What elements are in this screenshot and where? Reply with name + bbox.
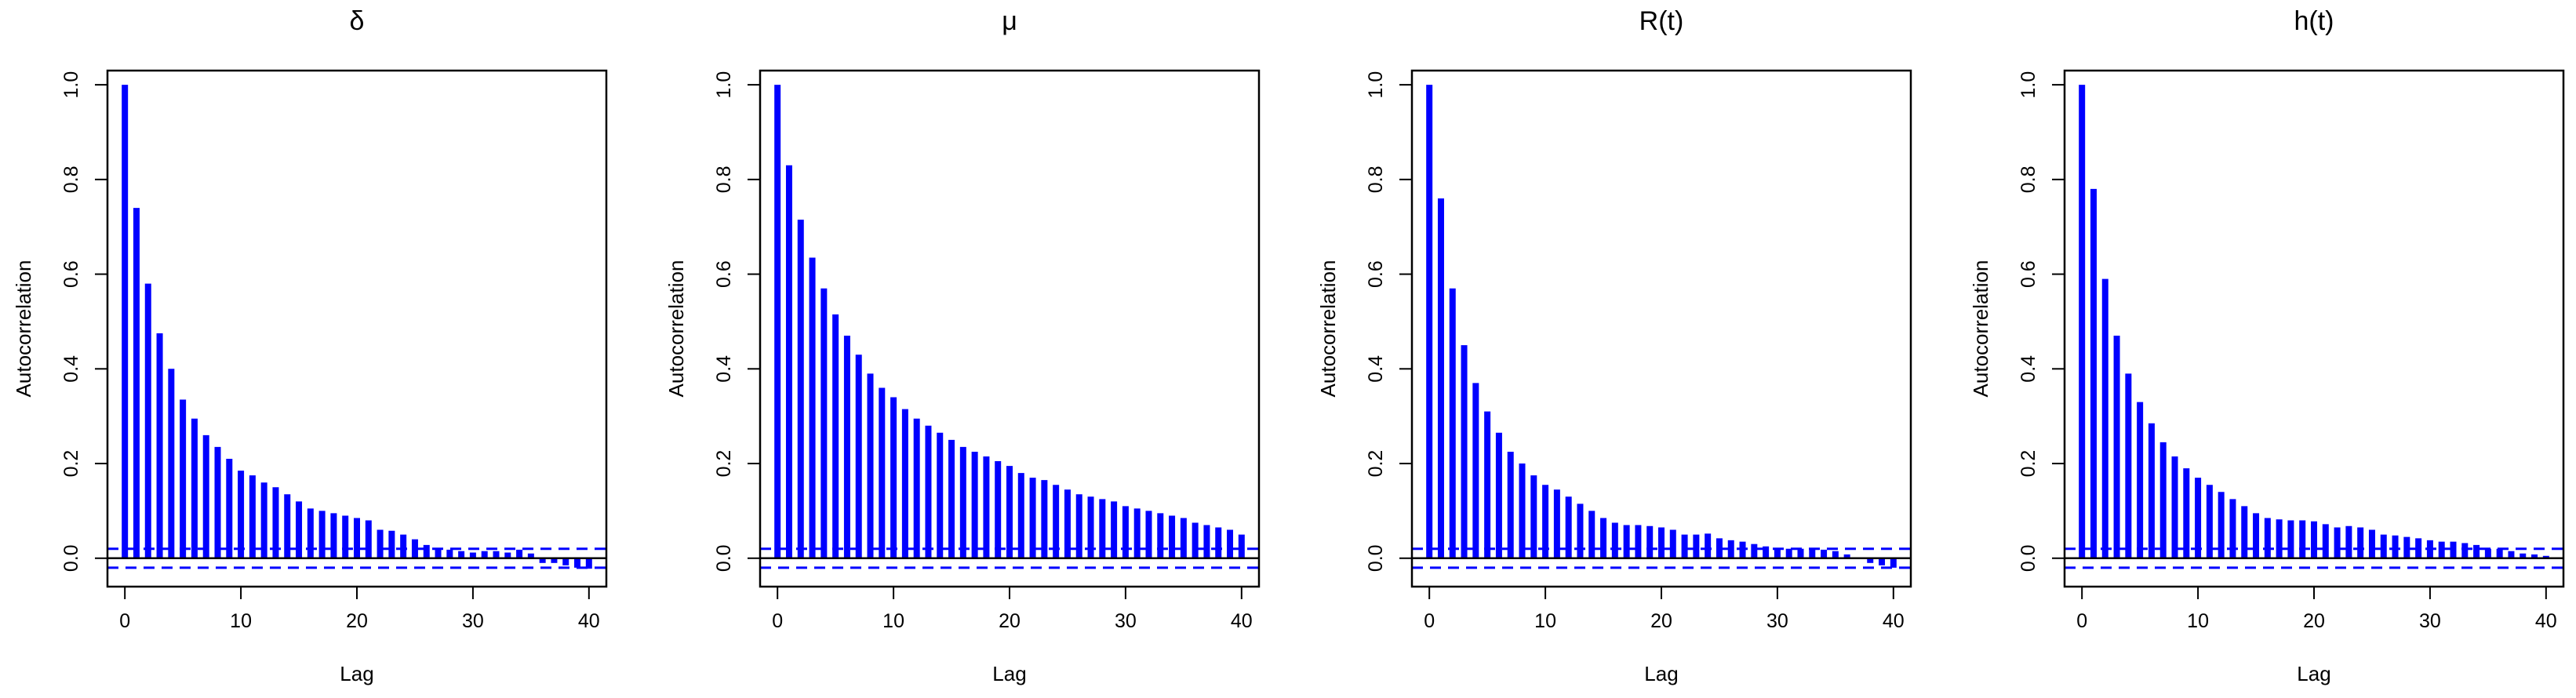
panel-title: δ (350, 6, 365, 36)
y-tick-label: 0.4 (2018, 355, 2039, 383)
x-axis-label: Lag (992, 662, 1026, 685)
y-tick-label: 0.6 (60, 260, 82, 288)
x-tick-label: 10 (230, 610, 252, 632)
acf-panel-mu: μ Lag Autocorrelation 0 10 20 30 40 0.0 0.2 0.4 0.6… (664, 6, 1261, 685)
x-tick-label: 20 (346, 610, 368, 632)
x-tick-label: 20 (999, 610, 1021, 632)
x-tick-label: 40 (1231, 610, 1253, 632)
y-tick-label: 0.6 (1365, 260, 1387, 288)
x-tick-label: 10 (882, 610, 904, 632)
y-tick-label: 0.8 (1365, 165, 1387, 193)
acf-panel-delta: δ Lag Autocorrelation 0 10 20 30 40 0.0 0.2 0.4 0.6… (12, 6, 608, 685)
x-tick-label: 10 (2187, 610, 2209, 632)
y-tick-label: 0.2 (60, 450, 82, 478)
x-tick-label: 0 (2076, 610, 2087, 632)
panel-title: R(t) (1639, 6, 1684, 36)
y-tick-label: 1.0 (2018, 71, 2039, 99)
x-tick-label: 30 (2419, 610, 2441, 632)
x-tick-label: 0 (1424, 610, 1435, 632)
acf-panel-h: h(t) Lag Autocorrelation 0 10 20 30 40 0.0 0.2 0.4… (1969, 6, 2565, 685)
x-tick-label: 30 (1115, 610, 1137, 632)
x-axis-label: Lag (2297, 662, 2330, 685)
x-tick-label: 40 (2535, 610, 2557, 632)
y-tick-label: 0.2 (713, 450, 735, 478)
y-tick-label: 0.8 (2018, 165, 2039, 193)
y-tick-label: 0.0 (2018, 544, 2039, 572)
y-tick-label: 0.4 (60, 355, 82, 383)
y-tick-label: 0.8 (713, 165, 735, 193)
x-tick-label: 40 (1883, 610, 1905, 632)
y-tick-label: 0.8 (60, 165, 82, 193)
panel-title: h(t) (2294, 6, 2334, 36)
y-tick-label: 0.0 (60, 544, 82, 572)
y-tick-label: 0.6 (2018, 260, 2039, 288)
x-tick-label: 20 (1650, 610, 1672, 632)
x-tick-label: 20 (2303, 610, 2325, 632)
x-tick-label: 0 (119, 610, 130, 632)
y-tick-label: 1.0 (713, 71, 735, 99)
y-tick-label: 0.2 (1365, 450, 1387, 478)
y-tick-label: 1.0 (60, 71, 82, 99)
x-tick-label: 30 (462, 610, 484, 632)
x-tick-label: 40 (578, 610, 600, 632)
x-tick-label: 10 (1534, 610, 1556, 632)
y-tick-label: 0.4 (713, 355, 735, 383)
y-tick-label: 0.0 (1365, 544, 1387, 572)
x-tick-label: 0 (772, 610, 783, 632)
panel-title: μ (1002, 6, 1017, 36)
y-axis-label: Autocorrelation (664, 260, 688, 398)
y-tick-label: 0.4 (1365, 355, 1387, 383)
x-axis-label: Lag (340, 662, 373, 685)
y-tick-label: 0.2 (2018, 450, 2039, 478)
x-tick-label: 30 (1766, 610, 1788, 632)
y-tick-label: 1.0 (1365, 71, 1387, 99)
y-tick-label: 0.6 (713, 260, 735, 288)
acf-panel-r: R(t) Lag Autocorrelation 0 10 20 30 40 0.0 0.2 0.4… (1316, 6, 1912, 685)
y-tick-label: 0.0 (713, 544, 735, 572)
x-axis-label: Lag (1644, 662, 1678, 685)
y-axis-label: Autocorrelation (1316, 260, 1340, 398)
y-axis-label: Autocorrelation (12, 260, 35, 398)
y-axis-label: Autocorrelation (1969, 260, 1992, 398)
